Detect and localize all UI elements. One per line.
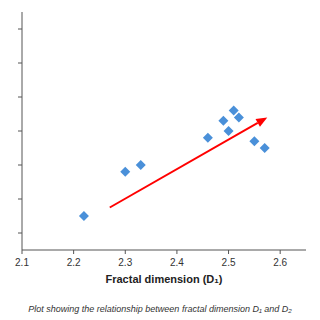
x-tick <box>125 250 126 254</box>
x-axis-line <box>22 250 306 251</box>
y-tick <box>18 29 22 30</box>
x-tick-label: 2.1 <box>15 257 29 268</box>
x-tick-label: 2.4 <box>170 257 184 268</box>
arrow <box>110 117 267 207</box>
x-tick <box>22 250 23 254</box>
point <box>260 143 270 153</box>
y-tick <box>18 199 22 200</box>
x-tick-label: 2.5 <box>222 257 236 268</box>
x-tick <box>280 250 281 254</box>
chart: 2.1 2.2 2.3 2.4 2.5 2.6 Fractal dimension (D₁)… <box>0 0 320 320</box>
y-tick <box>18 165 22 166</box>
x-tick <box>228 250 229 254</box>
point <box>120 167 130 177</box>
point <box>203 133 213 143</box>
y-tick <box>18 63 22 64</box>
caption: Plot showing the relationship between fr… <box>28 304 292 314</box>
plot-area <box>79 106 270 221</box>
y-tick <box>18 233 22 234</box>
x-tick-label: 2.6 <box>273 257 287 268</box>
x-tick-label: 2.2 <box>67 257 81 268</box>
arrow-shaft <box>110 123 258 208</box>
y-tick <box>18 131 22 132</box>
point <box>224 126 234 136</box>
point <box>79 211 89 221</box>
point <box>218 116 228 126</box>
x-tick-label: 2.3 <box>118 257 132 268</box>
y-tick <box>18 97 22 98</box>
arrow-head <box>255 117 267 126</box>
point <box>234 112 244 122</box>
point <box>249 136 259 146</box>
x-axis-label: Fractal dimension (D₁) <box>105 273 222 285</box>
x-tick <box>73 250 74 254</box>
x-tick <box>176 250 177 254</box>
point <box>136 160 146 170</box>
